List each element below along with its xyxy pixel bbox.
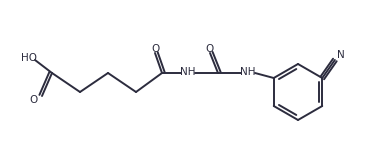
Text: N: N: [337, 50, 345, 60]
Text: NH: NH: [240, 67, 256, 77]
Text: O: O: [29, 95, 37, 105]
Text: HO: HO: [21, 53, 37, 63]
Text: O: O: [151, 44, 159, 54]
Text: NH: NH: [180, 67, 196, 77]
Text: O: O: [206, 44, 214, 54]
